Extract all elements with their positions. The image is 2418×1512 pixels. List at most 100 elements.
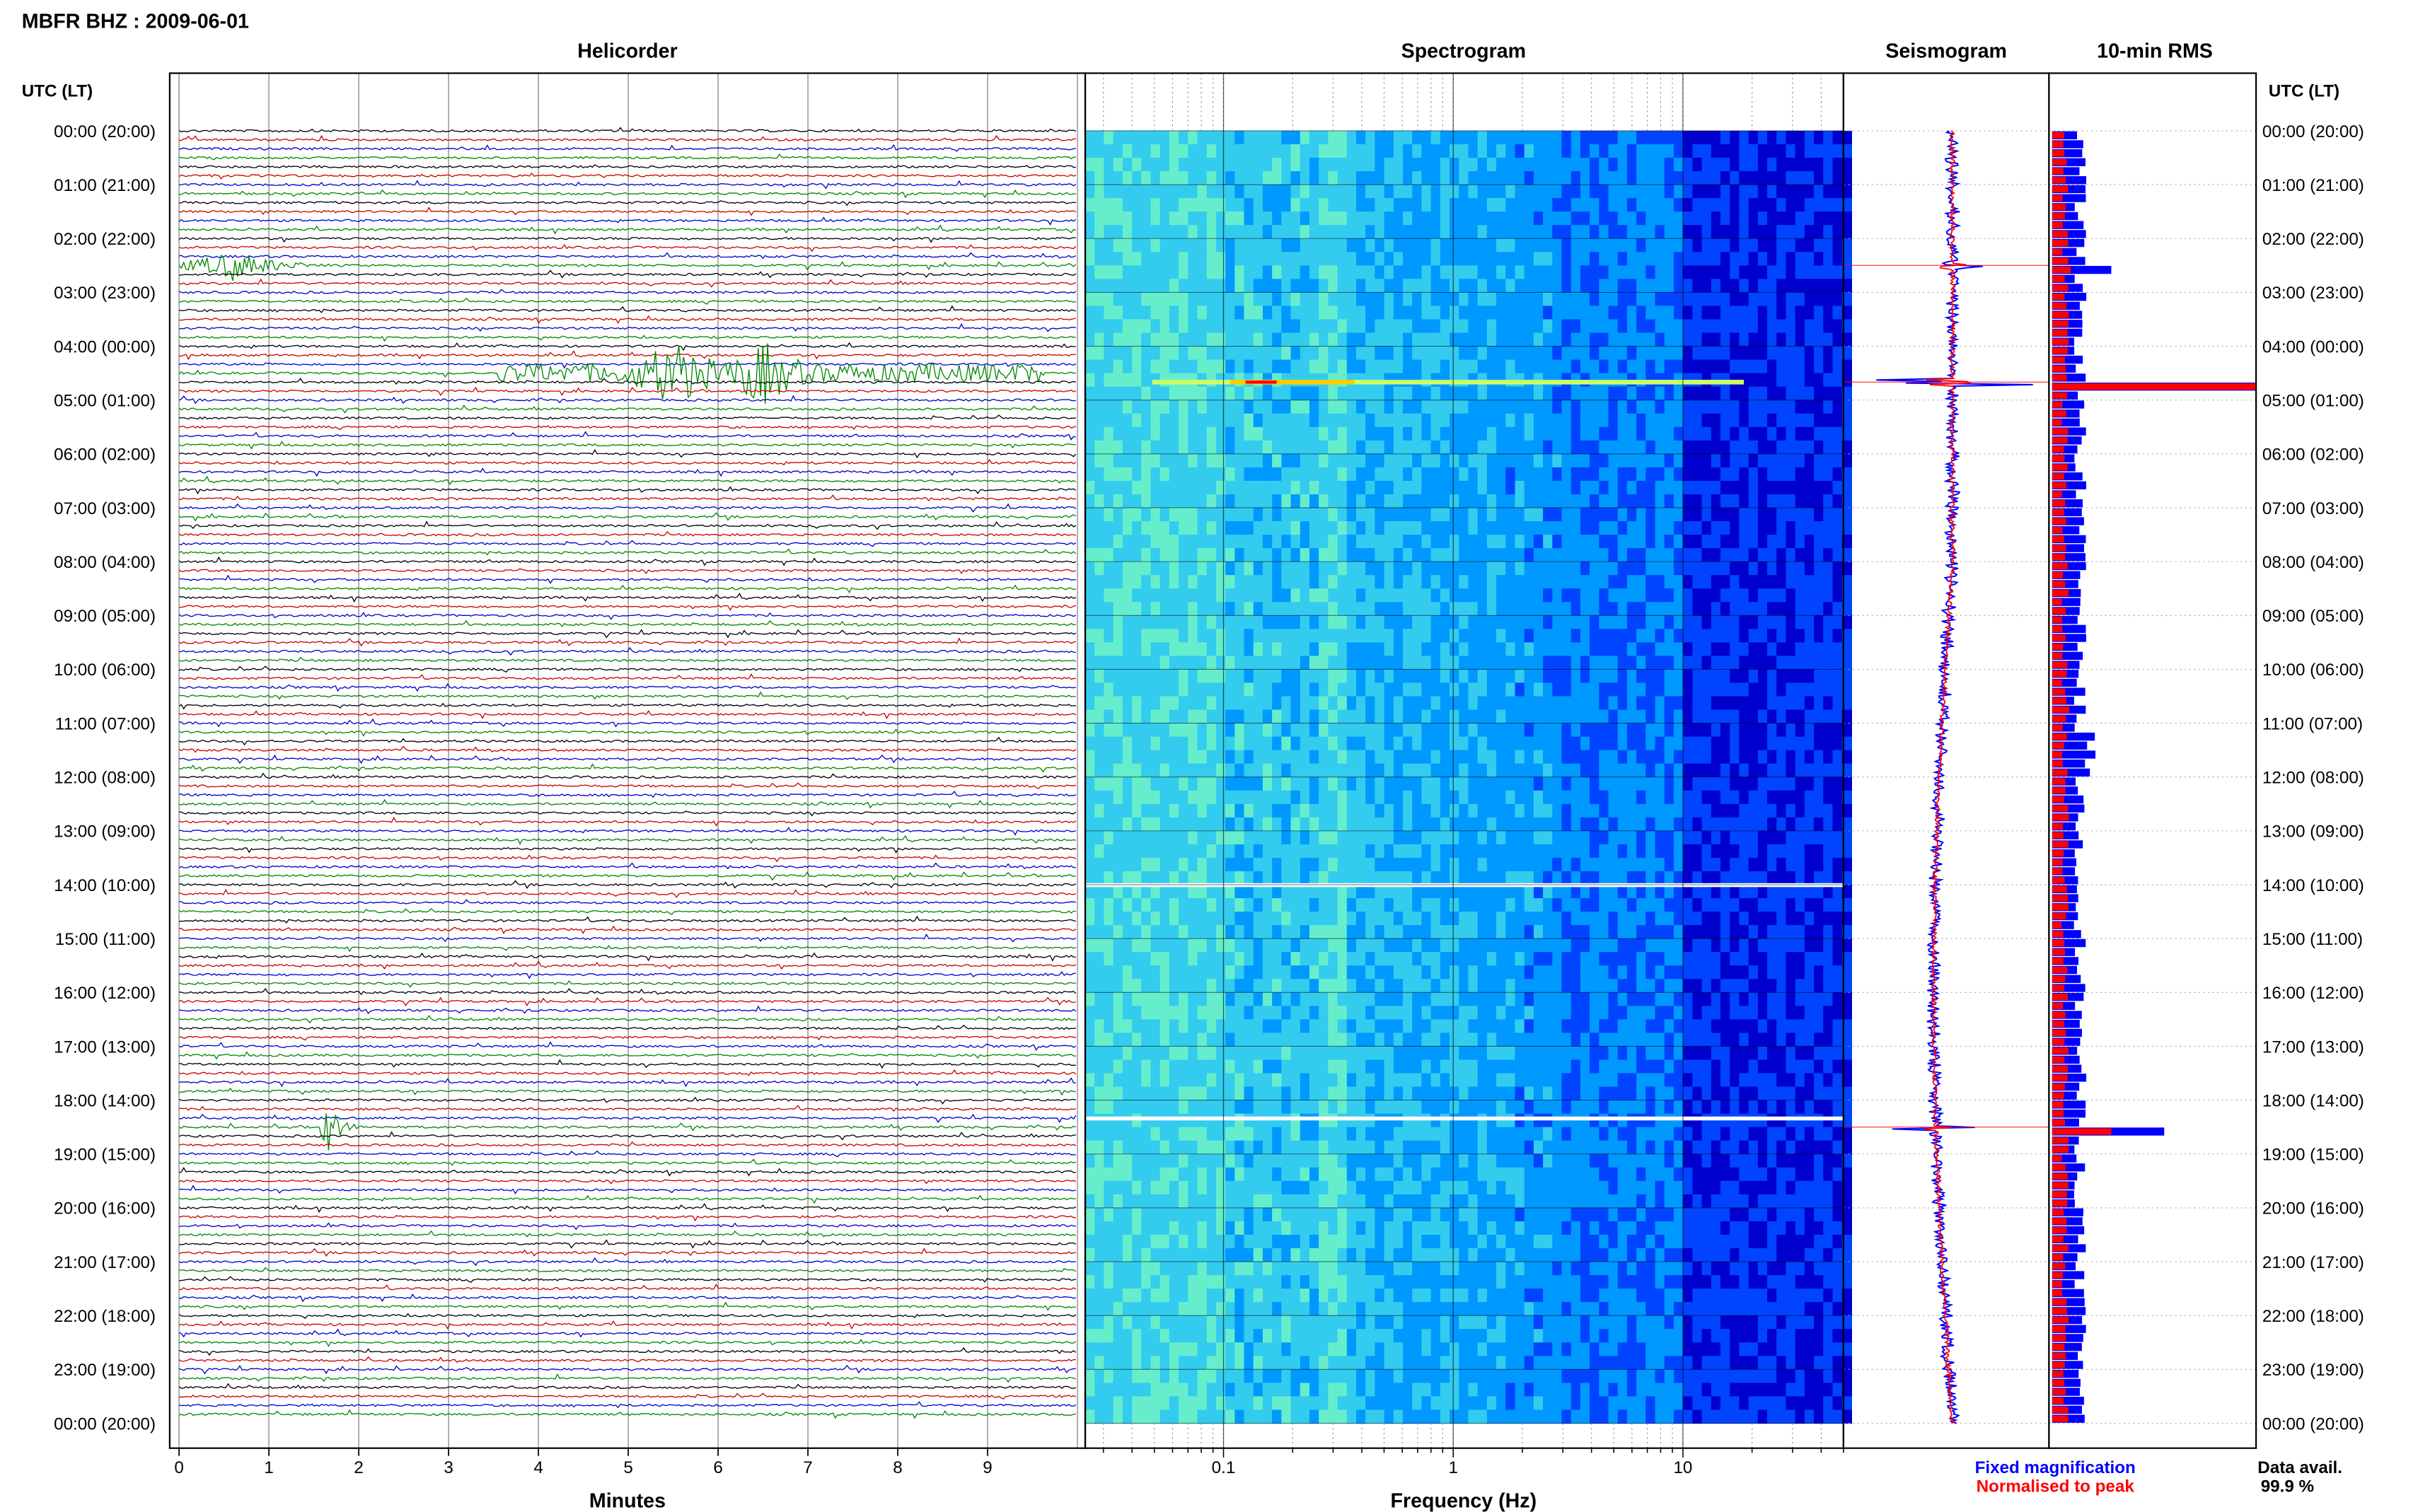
- spectrogram-cell: [1767, 736, 1778, 751]
- spectrogram-cell: [1832, 225, 1843, 239]
- spectrogram-cell: [1580, 238, 1591, 252]
- spectrogram-cell: [1179, 265, 1189, 280]
- spectrogram-cell: [1169, 252, 1180, 266]
- spectrogram-cell: [1206, 898, 1217, 912]
- spectrogram-cell: [1599, 629, 1609, 644]
- spectrogram-cell: [1113, 790, 1123, 805]
- spectrogram-cell: [1767, 332, 1778, 347]
- spectrogram-cell: [1505, 453, 1516, 468]
- spectrogram-cell: [1215, 306, 1227, 320]
- spectrogram-cell: [1197, 185, 1208, 199]
- spectrogram-cell: [1244, 857, 1254, 872]
- spectrogram-cell: [1412, 440, 1423, 455]
- spectrogram-cell: [1253, 279, 1264, 293]
- spectrogram-cell: [1365, 413, 1376, 428]
- spectrogram-cell: [1319, 225, 1329, 239]
- spectrogram-cell: [1169, 602, 1180, 616]
- spectrogram-cell: [1823, 400, 1834, 414]
- spectrogram-cell: [1253, 507, 1264, 522]
- spectrogram-cell: [1215, 480, 1227, 495]
- spectrogram-cell: [1580, 440, 1591, 455]
- spectrogram-cell: [1664, 198, 1675, 212]
- spectrogram-cell: [1590, 763, 1600, 778]
- spectrogram-cell: [1393, 898, 1404, 912]
- spectrogram-cell: [1664, 602, 1675, 616]
- spectrogram-cell: [1122, 696, 1133, 711]
- spectrogram-cell: [1122, 453, 1133, 468]
- spectrogram-cell: [1664, 413, 1675, 428]
- spectrogram-cell: [1346, 292, 1358, 307]
- spectrogram-cell: [1188, 736, 1198, 751]
- spectrogram-cell: [1300, 562, 1311, 576]
- spectrogram-cell: [1561, 252, 1572, 266]
- spectrogram-cell: [1524, 158, 1534, 172]
- spectrogram-cell: [1673, 682, 1684, 697]
- spectrogram-cell: [1617, 615, 1629, 629]
- spectrogram-cell: [1524, 615, 1534, 629]
- spectrogram-cell: [1701, 467, 1712, 482]
- spectrogram-cell: [1215, 359, 1227, 374]
- spectrogram-cell: [1599, 426, 1609, 441]
- spectrogram-cell: [1215, 185, 1227, 199]
- spectrogram-cell: [1421, 158, 1432, 172]
- spectrogram-cell: [1617, 144, 1629, 158]
- spectrogram-cell: [1300, 602, 1311, 616]
- spectrogram-cell: [1234, 535, 1245, 549]
- spectrogram-cell: [1655, 669, 1665, 684]
- spectrogram-cell: [1346, 440, 1358, 455]
- spectrogram-cell: [1384, 588, 1394, 603]
- spectrogram-cell: [1711, 615, 1722, 629]
- spectrogram-cell: [1580, 898, 1591, 912]
- spectrogram-cell: [1365, 575, 1376, 589]
- spectrogram-cell: [1739, 332, 1749, 347]
- spectrogram-cell: [1776, 453, 1787, 468]
- spectrogram-cell: [1617, 817, 1629, 832]
- spectrogram-cell: [1804, 548, 1815, 562]
- spectrogram-cell: [1505, 763, 1516, 778]
- spectrogram-cell: [1094, 494, 1105, 508]
- spectrogram-cell: [1570, 857, 1582, 872]
- spectrogram-cell: [1683, 575, 1694, 589]
- spectrogram-cell: [1533, 265, 1544, 280]
- spectrogram-cell: [1355, 642, 1367, 657]
- spectrogram-cell: [1543, 575, 1554, 589]
- helicorder-trace: [179, 1113, 1077, 1124]
- time-label-left: 00:00 (20:00): [54, 1414, 156, 1434]
- spectrogram-cell: [1290, 844, 1301, 859]
- spectrogram-cell: [1636, 803, 1647, 818]
- spectrogram-cell: [1225, 292, 1236, 307]
- spectrogram-cell: [1440, 252, 1451, 266]
- spectrogram-cell: [1841, 426, 1852, 441]
- spectrogram-cell: [1234, 130, 1245, 145]
- spectrogram-cell: [1664, 535, 1675, 549]
- spectrogram-cell: [1496, 656, 1507, 670]
- helicorder-trace: [178, 1383, 1076, 1390]
- spectrogram-cell: [1617, 185, 1629, 199]
- spectrogram-cell: [1841, 817, 1852, 832]
- spectrogram-cell: [1281, 400, 1292, 414]
- spectrogram-cell: [1599, 306, 1609, 320]
- spectrogram-cell: [1804, 871, 1815, 885]
- spectrogram-cell: [1739, 144, 1749, 158]
- spectrogram-cell: [1477, 615, 1488, 629]
- spectrogram-cell: [1215, 588, 1227, 603]
- spectrogram-cell: [1570, 803, 1582, 818]
- spectrogram-cell: [1234, 292, 1245, 307]
- spectrogram-cell: [1300, 575, 1311, 589]
- spectrogram-cell: [1757, 453, 1769, 468]
- spectrogram-cell: [1159, 171, 1170, 185]
- spectrogram-cell: [1692, 225, 1703, 239]
- spectrogram-cell: [1365, 400, 1376, 414]
- spectrogram-cell: [1786, 306, 1796, 320]
- spectrogram-cell: [1608, 629, 1619, 644]
- spectrogram-cell: [1804, 467, 1815, 482]
- spectrogram-cell: [1403, 898, 1413, 912]
- spectrogram-cell: [1290, 682, 1301, 697]
- spectrogram-cell: [1804, 413, 1815, 428]
- spectrogram-cell: [1337, 265, 1348, 280]
- spectrogram-cell: [1795, 642, 1805, 657]
- spectrogram-cell: [1309, 857, 1320, 872]
- spectrogram-cell: [1711, 252, 1722, 266]
- spectrogram-cell: [1757, 292, 1769, 307]
- spectrogram-cell: [1739, 238, 1749, 252]
